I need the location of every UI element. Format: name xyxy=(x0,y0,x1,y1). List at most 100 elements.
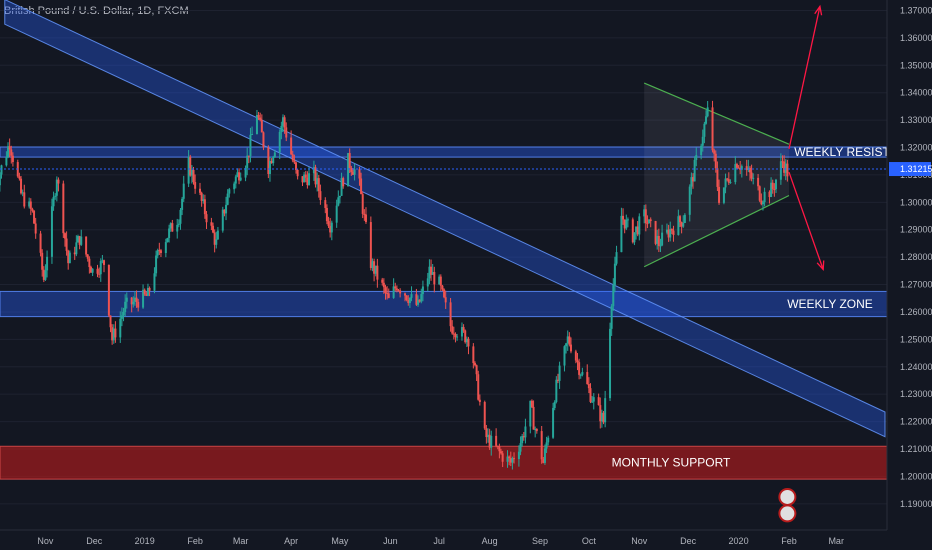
candle-body xyxy=(558,365,561,381)
candle-body xyxy=(99,261,102,275)
candle-body xyxy=(296,169,299,177)
x-tick-label: Nov xyxy=(37,536,54,546)
candle-body xyxy=(690,177,693,187)
candle-body xyxy=(303,174,306,183)
candle-body xyxy=(592,397,595,402)
zone-band xyxy=(0,445,888,480)
candle-body xyxy=(382,282,385,288)
candle-body xyxy=(376,265,379,280)
y-tick-label: 1.20000 xyxy=(900,471,932,481)
candle-body xyxy=(153,273,156,291)
candle-body xyxy=(465,338,468,343)
candle-body xyxy=(304,174,307,178)
candle-body xyxy=(781,161,784,163)
candle-body xyxy=(103,260,106,265)
candle-body xyxy=(374,265,377,274)
candle-body xyxy=(683,214,686,223)
candle-body xyxy=(75,242,78,255)
candle-body xyxy=(50,206,53,257)
candle-body xyxy=(249,134,252,157)
projection-arrow xyxy=(788,171,824,270)
candle-body xyxy=(340,178,343,196)
triangle-lower-line xyxy=(643,194,790,268)
candle-body xyxy=(418,299,421,302)
candle-body xyxy=(646,223,649,225)
x-tick-label: Oct xyxy=(582,536,597,546)
x-tick-label: Apr xyxy=(284,536,298,546)
candle-body xyxy=(477,374,480,400)
candle-body xyxy=(145,294,148,296)
candle-body xyxy=(223,209,226,214)
candle-body xyxy=(602,412,605,423)
candle-body xyxy=(680,222,683,227)
candle-body xyxy=(540,431,543,460)
candle-body xyxy=(631,219,634,243)
candle-body xyxy=(677,216,680,236)
candle-body xyxy=(76,236,79,243)
candle-body xyxy=(350,168,353,173)
candle-body xyxy=(485,428,488,438)
candle-body xyxy=(563,346,566,366)
candle-body xyxy=(52,196,55,207)
candle-body xyxy=(143,289,146,295)
candle-body xyxy=(386,293,389,295)
candle-body xyxy=(763,191,766,203)
candle-body xyxy=(8,146,11,150)
candle-body xyxy=(771,182,774,189)
event-marker xyxy=(778,504,797,523)
candle-body xyxy=(42,269,45,280)
candle-body xyxy=(0,165,3,175)
y-tick-label: 1.29000 xyxy=(900,225,932,235)
candle-body xyxy=(415,294,418,305)
candle-body xyxy=(735,164,738,168)
candle-body xyxy=(210,222,213,226)
candle-body xyxy=(672,230,675,236)
zone-label: WEEKLY RESIST. xyxy=(794,145,892,159)
candle-body xyxy=(464,330,467,343)
candle-body xyxy=(68,252,71,264)
candle-body xyxy=(752,177,755,179)
candle-body xyxy=(215,239,218,245)
candle-body xyxy=(101,260,104,262)
candle-body xyxy=(508,456,511,459)
candle-body xyxy=(786,163,789,177)
projection-arrow xyxy=(788,6,821,150)
candle-body xyxy=(604,398,607,423)
candle-body xyxy=(335,205,338,223)
y-tick-label: 1.35000 xyxy=(900,60,932,70)
candle-body xyxy=(67,250,70,264)
candle-body xyxy=(703,123,706,137)
arrow-head xyxy=(816,260,825,272)
x-tick-label: May xyxy=(331,536,349,546)
candle-body xyxy=(615,252,618,264)
candle-body xyxy=(369,222,372,268)
candle-body xyxy=(394,286,397,289)
candle-body xyxy=(724,178,727,188)
candle-body xyxy=(490,435,493,448)
candle-body xyxy=(199,188,202,193)
candle-body xyxy=(132,301,135,305)
candle-body xyxy=(353,169,356,175)
candle-body xyxy=(156,250,159,256)
candle-body xyxy=(589,388,592,402)
candle-body xyxy=(225,204,228,214)
candle-body xyxy=(667,229,670,238)
candle-body xyxy=(142,289,145,308)
candle-body xyxy=(438,276,441,285)
candle-body xyxy=(5,156,8,166)
candle-body xyxy=(716,168,719,187)
candle-body xyxy=(57,179,60,184)
candle-body xyxy=(88,258,91,268)
candle-body xyxy=(316,178,319,185)
candle-body xyxy=(155,255,158,274)
candle-body xyxy=(599,405,602,422)
candle-body xyxy=(404,293,407,296)
candle-body xyxy=(239,177,242,181)
candle-body xyxy=(120,315,123,319)
candle-body xyxy=(363,213,366,215)
candle-body xyxy=(496,445,499,447)
candle-body xyxy=(73,252,76,255)
candle-body xyxy=(330,222,333,233)
candle-body xyxy=(384,287,387,294)
